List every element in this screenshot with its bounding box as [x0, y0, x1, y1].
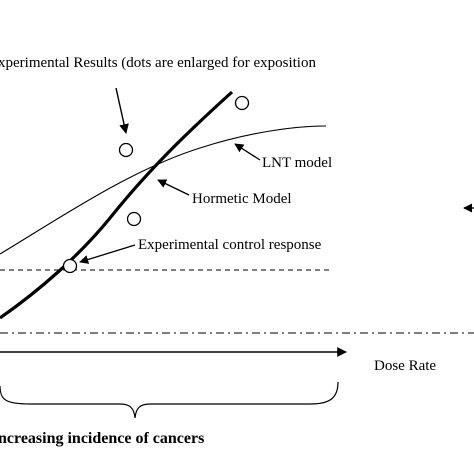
- range-brace: [0, 381, 339, 419]
- hormetic-model-curve: [0, 90, 234, 320]
- hormetic-model-label: Hormetic Model: [192, 191, 292, 207]
- experimental-dot-middle: [126, 211, 142, 227]
- dose-rate-label: Dose Rate: [374, 358, 436, 374]
- lnt-model-label: LNT model: [262, 155, 332, 171]
- cancer-incidence-label: ncreasing incidence of cancers: [0, 430, 204, 447]
- experimental-results-arrow: [115, 87, 129, 134]
- experimental-dot-upper-left: [118, 142, 134, 158]
- experimental-dot-top: [234, 95, 250, 111]
- hormetic-model-arrow: [157, 179, 190, 196]
- control-response-arrow: [79, 244, 136, 264]
- control-response-label: Experimental control response: [138, 237, 322, 253]
- experimental-dot-control: [62, 258, 78, 274]
- lnt-model-arrow: [234, 143, 261, 161]
- experimental-results-label: xperimental Results (dots are enlarged f…: [0, 55, 316, 71]
- lnt-model-curve: [0, 125, 327, 255]
